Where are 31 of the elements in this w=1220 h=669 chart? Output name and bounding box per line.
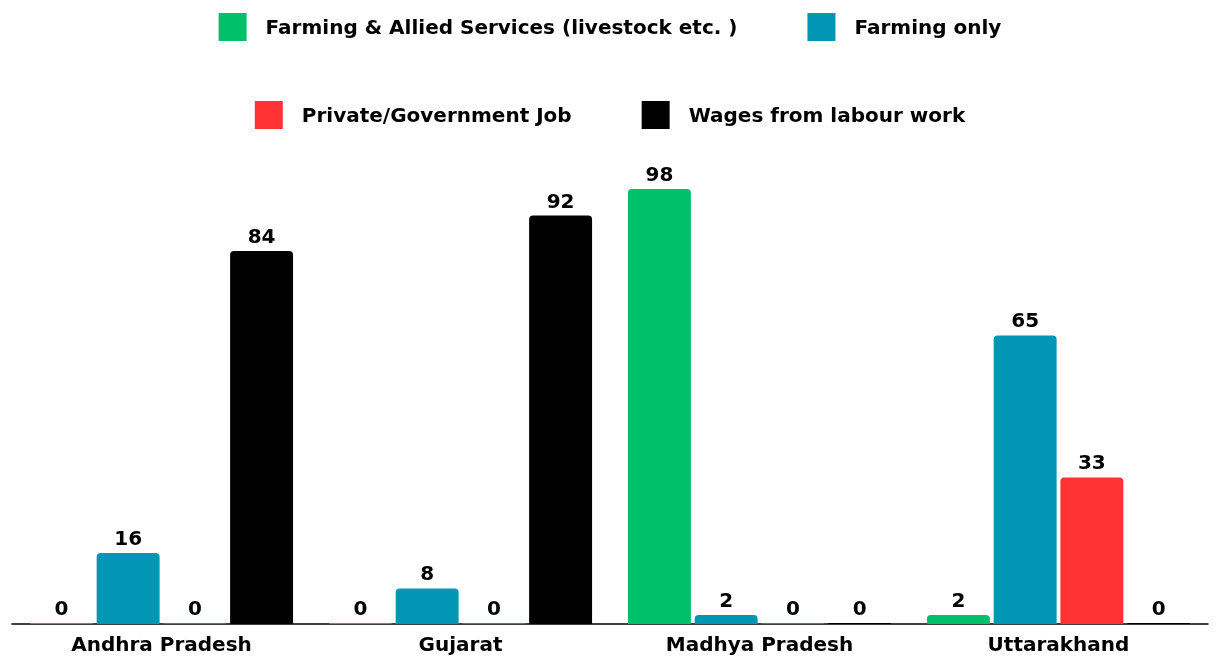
bar [926, 615, 990, 624]
legend-label: Private/Government Job [301, 103, 572, 127]
x-tick-label: Uttarakhand [987, 632, 1130, 656]
x-tick-label: Gujarat [418, 632, 503, 656]
data-label: 2 [719, 588, 734, 613]
data-label: 65 [1011, 308, 1040, 333]
data-label: 98 [645, 161, 674, 186]
data-label: 0 [852, 596, 867, 620]
data-label: 92 [546, 188, 575, 213]
data-label: 0 [353, 596, 368, 620]
data-label: 2 [951, 588, 966, 613]
bar [96, 552, 160, 624]
data-label: 16 [114, 525, 143, 550]
x-tick-label: Andhra Pradesh [71, 632, 252, 656]
bar [1060, 477, 1124, 624]
data-label: 0 [187, 596, 202, 620]
bar [627, 188, 691, 624]
data-label: 8 [420, 561, 435, 586]
legend-label: Farming & Allied Services (livestock etc. ) [265, 15, 738, 39]
data-label: 0 [785, 596, 800, 620]
bar [694, 615, 758, 624]
data-label: 0 [486, 596, 501, 620]
legend-label: Wages from labour work [688, 103, 966, 127]
data-label: 33 [1077, 450, 1106, 475]
bar [993, 335, 1057, 624]
data-label: 0 [54, 596, 69, 620]
x-tick-label: Madhya Pradesh [665, 632, 854, 656]
data-label: 84 [247, 224, 276, 249]
legend-label: Farming only [854, 15, 1002, 39]
bar [395, 588, 459, 624]
data-label: 0 [1151, 596, 1166, 620]
